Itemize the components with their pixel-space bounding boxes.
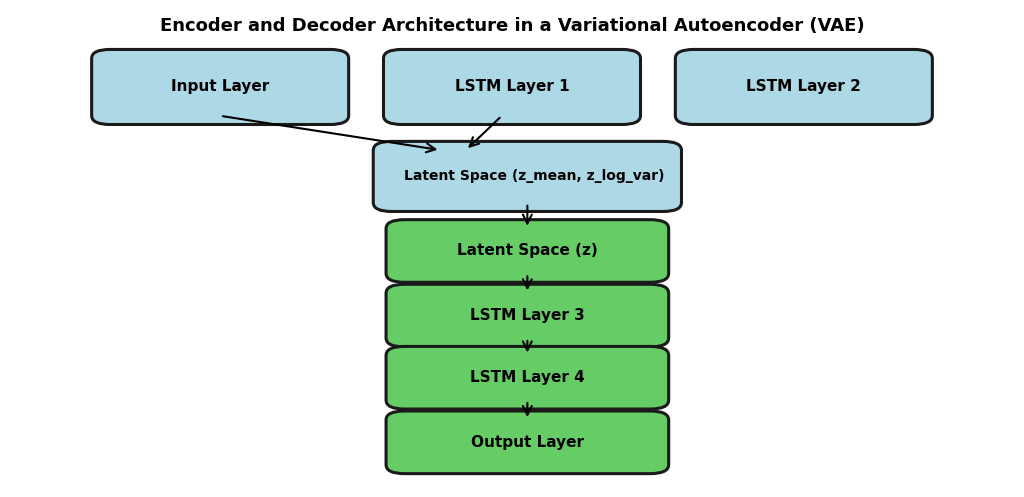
FancyBboxPatch shape xyxy=(386,284,669,347)
Text: Input Layer: Input Layer xyxy=(171,80,269,94)
FancyBboxPatch shape xyxy=(386,346,669,409)
Text: Output Layer: Output Layer xyxy=(471,435,584,450)
Text: LSTM Layer 3: LSTM Layer 3 xyxy=(470,308,585,323)
FancyBboxPatch shape xyxy=(373,141,682,212)
Text: Latent Space (z_mean, z_log_var): Latent Space (z_mean, z_log_var) xyxy=(403,169,665,183)
FancyBboxPatch shape xyxy=(92,49,348,125)
FancyBboxPatch shape xyxy=(383,49,641,125)
Text: Encoder and Decoder Architecture in a Variational Autoencoder (VAE): Encoder and Decoder Architecture in a Va… xyxy=(160,17,864,35)
FancyBboxPatch shape xyxy=(386,411,669,474)
Text: Latent Space (z): Latent Space (z) xyxy=(457,244,598,258)
FancyBboxPatch shape xyxy=(386,220,669,282)
FancyBboxPatch shape xyxy=(676,49,932,125)
Text: LSTM Layer 4: LSTM Layer 4 xyxy=(470,370,585,385)
Text: LSTM Layer 2: LSTM Layer 2 xyxy=(746,80,861,94)
Text: LSTM Layer 1: LSTM Layer 1 xyxy=(455,80,569,94)
